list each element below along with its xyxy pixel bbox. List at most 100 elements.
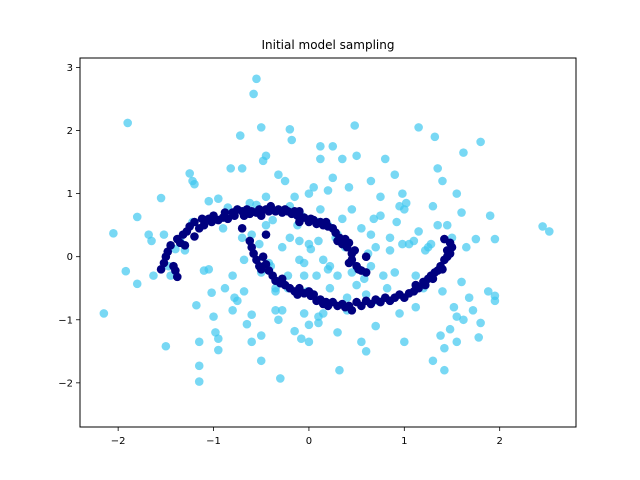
sample-point [161,341,171,351]
sample-point [390,170,400,179]
sample-point [194,377,204,386]
sample-point [204,265,214,274]
sample-point [452,337,462,347]
sample-point [438,287,447,296]
sample-point [457,277,466,287]
sample-point [109,229,118,238]
sample-point [452,189,462,198]
sample-point [99,309,109,318]
sample-point [304,189,314,198]
sample-point [132,212,142,222]
sample-point [228,306,237,315]
x-tick-label: 1 [401,436,407,447]
sample-point [385,233,395,243]
sample-point [409,236,419,246]
sample-point [237,233,247,243]
sample-point [462,242,471,252]
sample-point [352,151,361,161]
sample-point [476,318,485,328]
sample-point [239,255,249,265]
sample-point [347,268,357,277]
sample-point [361,290,371,299]
data-point [172,272,182,282]
sample-point [411,302,421,312]
data-point [347,306,357,315]
data-point [190,232,199,241]
sample-point [271,287,280,296]
sample-point [123,118,132,128]
sample-point [192,300,201,310]
data-point [350,246,360,255]
data-point [180,241,190,250]
data-point [414,283,423,293]
sample-point [204,196,214,206]
data-point [361,252,371,261]
data-point [438,265,447,274]
sample-point [485,211,495,220]
sample-point [344,183,354,192]
sample-point [190,179,199,189]
data-point [445,238,455,248]
sample-point [261,151,271,161]
chart-title: Initial model sampling [261,38,394,52]
sample-point [194,361,204,371]
sample-point [398,189,407,198]
sample-point [401,198,411,208]
plot-frame [79,57,577,428]
sample-point [376,211,385,220]
sample-point [296,334,306,343]
y-tick-label: 0 [67,252,73,263]
sample-point [325,261,335,271]
sample-point [306,244,316,254]
data-point [344,238,354,248]
sample-point [323,186,333,195]
sample-point [132,279,142,289]
sample-point [445,324,455,334]
sample-point [538,222,547,231]
sample-point [312,271,321,280]
sample-point [318,309,328,318]
sample-point [252,74,261,84]
data-point [223,214,233,224]
sample-point [214,194,223,203]
sample-point [207,288,216,297]
sample-point [256,356,266,366]
sample-point [342,293,352,302]
sample-point [276,374,285,383]
sample-point [280,176,290,186]
sample-point [235,131,245,140]
sample-point [428,356,438,366]
sample-point [314,236,323,246]
x-tick-label: 2 [497,436,503,447]
sample-point [335,365,344,375]
sample-point [285,124,295,134]
sample-point [247,310,256,320]
sample-point [474,333,484,342]
sample-point [440,365,449,375]
sample-point [304,320,314,330]
sample-point [237,164,247,173]
sample-point [366,176,376,186]
sample-point [214,345,223,355]
sample-point [352,280,361,290]
sample-point [226,164,236,173]
sample-point [194,337,204,347]
x-tick-label: −2 [111,436,126,447]
sample-point [220,283,230,293]
sample-point [255,239,264,249]
sample-point [544,227,554,236]
sample-point [316,142,325,151]
sample-point [239,287,249,296]
sample-point [361,347,371,356]
sample-point [457,208,466,217]
data-point [344,258,354,268]
sample-point [385,246,395,255]
sample-point [299,309,309,318]
sample-point [209,312,218,321]
sample-point [295,236,304,246]
sample-point [242,319,252,329]
sample-point [371,321,380,331]
sample-point [476,137,485,147]
sample-point [316,154,325,164]
